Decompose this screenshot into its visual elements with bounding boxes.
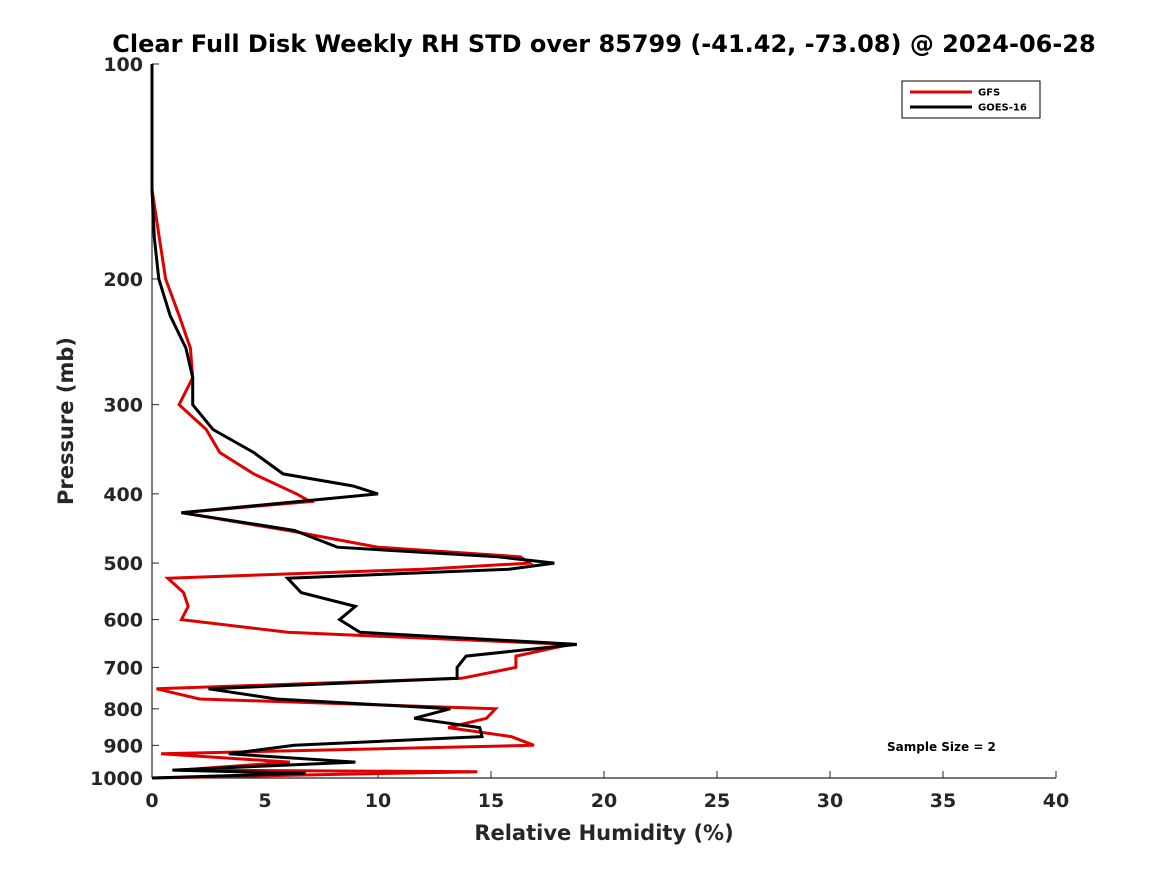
x-tick-label: 40 bbox=[1043, 790, 1069, 812]
x-tick-label: 35 bbox=[930, 790, 956, 812]
x-tick-label: 15 bbox=[478, 790, 504, 812]
y-tick-label: 300 bbox=[103, 395, 143, 417]
y-tick-label: 100 bbox=[103, 54, 143, 76]
legend: GFS GOES-16 bbox=[901, 80, 1041, 119]
x-tick-label: 5 bbox=[258, 790, 271, 812]
legend-box bbox=[901, 80, 1041, 119]
y-tick-label: 700 bbox=[103, 657, 143, 679]
x-tick-label: 10 bbox=[365, 790, 391, 812]
legend-label-gfs: GFS bbox=[978, 88, 1000, 99]
sample-size-annotation: Sample Size = 2 bbox=[887, 740, 996, 754]
x-tick-label: 30 bbox=[817, 790, 843, 812]
y-tick-label: 900 bbox=[103, 735, 143, 757]
y-tick-label: 600 bbox=[103, 610, 143, 632]
series-line-gfs bbox=[150, 64, 571, 780]
y-tick-label: 400 bbox=[103, 484, 143, 506]
x-tick-label: 0 bbox=[145, 790, 158, 812]
y-tick-label: 1000 bbox=[90, 768, 143, 790]
x-tick-label: 25 bbox=[704, 790, 730, 812]
x-axis-label: Relative Humidity (%) bbox=[474, 821, 733, 845]
y-tick-label: 500 bbox=[103, 553, 143, 575]
y-axis-label: Pressure (mb) bbox=[54, 337, 78, 505]
y-tick-label: 800 bbox=[103, 699, 143, 721]
x-tick-label: 20 bbox=[591, 790, 617, 812]
legend-label-goes16: GOES-16 bbox=[978, 103, 1027, 114]
series-line-goes16 bbox=[150, 64, 578, 780]
x-ticks: 0 5 10 15 20 25 30 35 40 bbox=[145, 771, 1069, 812]
y-ticks: 100 200 300 400 500 600 700 800 900 1000 bbox=[90, 54, 159, 790]
series-layer bbox=[150, 64, 578, 780]
chart-title: Clear Full Disk Weekly RH STD over 85799… bbox=[112, 30, 1095, 58]
y-tick-label: 200 bbox=[103, 269, 143, 291]
